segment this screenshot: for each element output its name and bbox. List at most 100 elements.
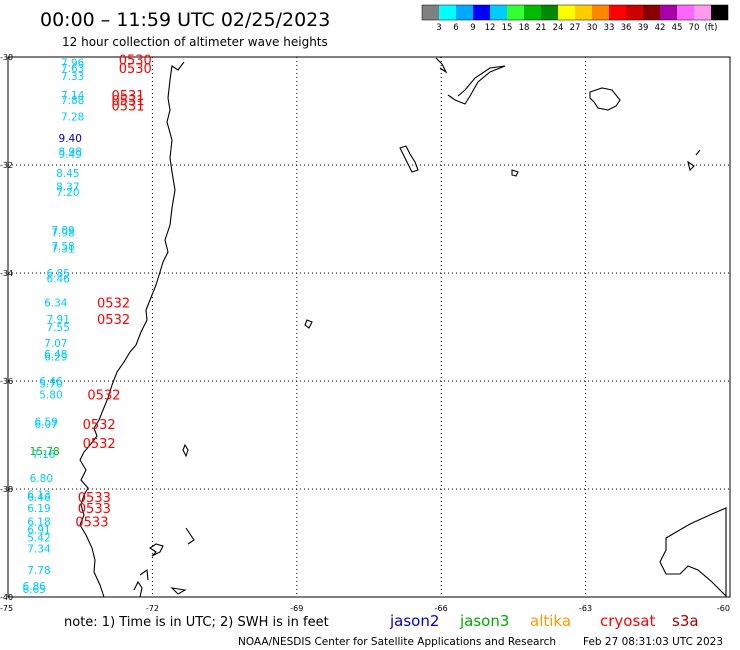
pass-time-label: 0533 [78, 491, 111, 506]
colorbar-swatch [660, 5, 677, 20]
colorbar-swatch [558, 5, 575, 20]
pass-time-label: 0533 [75, 515, 108, 530]
swh-point-label: 7.78 [27, 565, 50, 577]
antarctic-peninsula [659, 507, 727, 598]
swh-point-label: 7.28 [61, 111, 84, 123]
colorbar-swatch [694, 5, 711, 20]
swh-point-label: 9.40 [59, 133, 82, 145]
colorbar-frame [421, 4, 729, 21]
colorbar-label: 15 [502, 23, 513, 33]
x-tick-label: -75 [0, 604, 13, 613]
mission-legend-label: jason2 [389, 612, 439, 630]
footer-credit: NOAA/NESDIS Center for Satellite Applica… [238, 636, 556, 648]
pass-time-label: 0530 [119, 54, 152, 69]
colorbar-swatch [524, 5, 541, 20]
colorbar-swatch [422, 5, 439, 20]
colorbar-swatch [677, 5, 694, 20]
swh-point-label: 5.70 [39, 379, 62, 391]
swh-point-label: 15.78 [30, 446, 60, 458]
swh-point-label: 5.80 [39, 390, 62, 402]
swh-point-label: 9.49 [59, 149, 82, 161]
plot-area: 7.967.637.33 7.147.88 7.28 8.989.49 8.45 8.37… [0, 53, 731, 613]
x-tick-label: -63 [579, 604, 592, 613]
x-tick-label: -60 [717, 604, 730, 613]
swh-point-label: 6.80 [30, 473, 53, 485]
chile-coastline [79, 61, 185, 598]
swh-point-label: 6.34 [44, 298, 68, 310]
colorbar-swatch [626, 5, 643, 20]
pass-time-labels: 0530053005310531053105320532053205320532… [75, 54, 151, 531]
x-tick-label: -72 [146, 604, 159, 613]
swh-point-label: 6.46 [39, 376, 63, 388]
island-blob-ne [589, 87, 621, 111]
colorbar-label: 42 [655, 23, 666, 33]
island-small-2 [304, 319, 313, 329]
colorbar-label: 39 [638, 23, 649, 33]
colorbar-label: 30 [587, 23, 598, 33]
chart-subtitle: 12 hour collection of altimeter wave hei… [62, 35, 328, 49]
mission-legend: jason2 jason3 altika cryosat s3a [389, 612, 699, 630]
mission-legend-label: altika [530, 612, 571, 630]
south-georgia-coast [447, 65, 506, 105]
y-tick-label: -34 [0, 269, 13, 278]
swh-points: 7.967.637.33 7.147.88 7.28 8.989.49 8.45 8.37… [22, 57, 84, 596]
pass-time-label: 0532 [83, 437, 116, 452]
island-nw-top [435, 57, 448, 74]
colorbar-label: 6 [453, 23, 458, 33]
swh-point-label: 5.42 [27, 533, 50, 545]
swh-point-label: 6.46 [27, 492, 51, 504]
swh-point-label: 6.91 [27, 525, 50, 537]
y-tick-label: -38 [0, 485, 13, 494]
pass-time-label: 0531 [111, 89, 144, 104]
swh-point-label: 7.31 [51, 244, 74, 256]
swh-point-label: 6.19 [27, 503, 50, 515]
pass-time-label: 0533 [78, 502, 111, 517]
swh-point-label: 8.37 [56, 182, 79, 194]
swh-point-label: 6.65 [22, 584, 45, 596]
colorbar-swatch [541, 5, 558, 20]
mission-legend-label: s3a [672, 612, 699, 630]
island-small-5 [185, 527, 195, 545]
swh-point-label: 6.86 [22, 581, 46, 593]
swh-point-label: 6.13 [27, 489, 50, 501]
pass-time-label: 0532 [87, 389, 120, 404]
mission-legend-label: cryosat [600, 612, 655, 630]
chiloe-island [133, 580, 143, 598]
colorbar-label: (ft) [705, 23, 718, 33]
pass-time-label: 0532 [97, 313, 130, 328]
plot-frame [7, 56, 731, 598]
swh-point-label: 6.07 [34, 419, 57, 431]
grid-lines [8, 57, 730, 597]
swh-point-label: 7.34 [27, 543, 51, 555]
swh-point-label: 7.98 [51, 228, 74, 240]
pass-time-label: 0532 [97, 297, 130, 312]
island-sandwich [687, 160, 695, 172]
falklands-east [511, 169, 519, 177]
swh-point-label: 6.48 [44, 349, 67, 361]
swh-point-label: 7.96 [61, 57, 85, 69]
colorbar-swatch [439, 5, 456, 20]
x-tick-label: -66 [435, 604, 448, 613]
colorbar-label: 36 [621, 23, 632, 33]
swh-point-label: 7.91 [47, 314, 70, 326]
island-sandwich-2 [695, 149, 701, 156]
mission-legend-label: jason3 [459, 612, 509, 630]
swh-point-label: 7.20 [56, 187, 79, 199]
colorbar-swatch [490, 5, 507, 20]
swh-point-label: 6.18 [27, 516, 50, 528]
swh-point-label: 7.63 [61, 63, 84, 75]
colorbar-label: 24 [553, 23, 564, 33]
pass-time-label: 0532 [83, 418, 116, 433]
coastline [79, 57, 727, 598]
falklands-west [399, 145, 419, 173]
y-tick-label: -30 [0, 53, 13, 62]
colorbar-label: 33 [604, 23, 615, 33]
swh-point-label: 6.46 [47, 273, 71, 285]
colorbar-swatch [456, 5, 473, 20]
colorbar-swatch [711, 5, 728, 20]
x-tick-label: -69 [290, 604, 303, 613]
colorbar-legend: 3 6 9 12 15 18 21 24 27 30 33 36 39 42 45 70 (ft) [421, 4, 729, 33]
island-small-3 [149, 543, 164, 557]
island-small-1 [182, 443, 189, 458]
